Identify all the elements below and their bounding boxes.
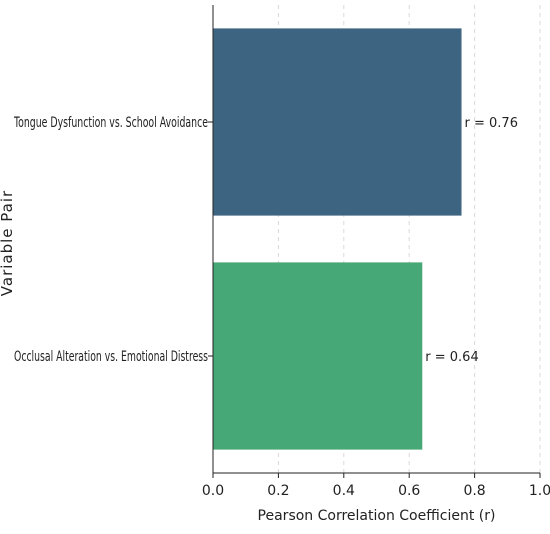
bar [213,28,462,216]
bar-value-label: r = 0.76 [465,116,518,131]
x-tick-label: 0.4 [333,483,355,499]
labels: 0.0 0.2 0.4 0.6 0.8 1.0 Tongue Dysfunction vs.… [13,115,550,499]
x-tick-label: 0.8 [463,483,485,499]
axes [208,5,541,478]
bar [213,262,423,450]
bar-value-label: r = 0.64 [425,350,478,365]
x-tick-label: 1.0 [529,483,550,499]
y-tick-label: Tongue Dysfunction vs. School Avoidance [13,115,208,131]
x-axis-title: Pearson Correlation Coefficient (r) [258,508,496,524]
x-tick-label: 0.0 [202,483,224,499]
bars [213,28,462,450]
y-tick-label: Occlusal Alteration vs. Emotional Distre… [14,349,208,365]
x-tick-label: 0.6 [398,483,420,499]
y-axis-title: Variable Pair [0,190,16,296]
x-tick-label: 0.2 [267,483,289,499]
